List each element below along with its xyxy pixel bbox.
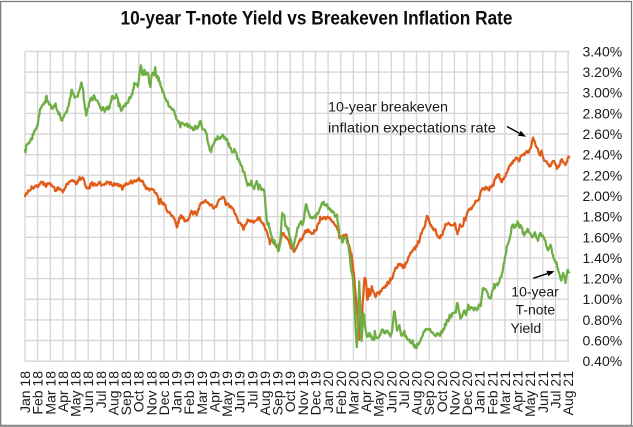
svg-text:Yield: Yield <box>511 320 542 336</box>
svg-text:Apr 20: Apr 20 <box>358 371 374 412</box>
svg-text:Apr 19: Apr 19 <box>207 371 223 412</box>
svg-text:Jan 21: Jan 21 <box>472 371 488 413</box>
svg-text:Feb 19: Feb 19 <box>181 371 197 415</box>
svg-text:Jun 18: Jun 18 <box>80 371 96 413</box>
svg-text:T-note: T-note <box>516 302 556 318</box>
svg-text:2.40%: 2.40% <box>583 147 623 163</box>
svg-text:Oct 18: Oct 18 <box>131 371 147 412</box>
svg-text:Jul 19: Jul 19 <box>244 371 260 409</box>
svg-text:2.20%: 2.20% <box>583 167 623 183</box>
svg-text:May 21: May 21 <box>522 371 538 417</box>
svg-text:Mar 18: Mar 18 <box>42 371 58 415</box>
svg-text:Jul 20: Jul 20 <box>396 371 412 409</box>
svg-text:Nov 18: Nov 18 <box>143 371 159 416</box>
svg-text:Dec 19: Dec 19 <box>308 371 324 416</box>
svg-text:3.20%: 3.20% <box>583 64 623 80</box>
svg-text:0.60%: 0.60% <box>583 333 623 349</box>
svg-text:0.40%: 0.40% <box>583 353 623 369</box>
svg-text:Jun 21: Jun 21 <box>535 371 551 413</box>
svg-text:Aug 19: Aug 19 <box>257 371 273 416</box>
svg-text:Mar 19: Mar 19 <box>194 371 210 415</box>
svg-text:Oct 19: Oct 19 <box>282 371 298 412</box>
svg-text:1.00%: 1.00% <box>583 291 623 307</box>
svg-text:Dec 18: Dec 18 <box>156 371 172 416</box>
svg-text:Feb 20: Feb 20 <box>333 371 349 415</box>
svg-text:1.40%: 1.40% <box>583 250 623 266</box>
svg-text:Jun 19: Jun 19 <box>232 371 248 413</box>
svg-text:Sep 20: Sep 20 <box>421 371 437 416</box>
svg-text:2.60%: 2.60% <box>583 126 623 142</box>
svg-text:2.80%: 2.80% <box>583 105 623 121</box>
svg-text:May 20: May 20 <box>371 371 387 417</box>
svg-text:Oct 20: Oct 20 <box>434 371 450 412</box>
svg-text:10-year T-note Yield vs Breake: 10-year T-note Yield vs Breakeven Inflat… <box>121 9 513 30</box>
svg-text:Aug 18: Aug 18 <box>105 371 121 416</box>
svg-text:Nov 20: Nov 20 <box>446 371 462 416</box>
svg-text:May 18: May 18 <box>68 371 84 417</box>
svg-text:Apr 21: Apr 21 <box>510 371 526 412</box>
svg-text:Sep 19: Sep 19 <box>270 371 286 416</box>
svg-text:1.60%: 1.60% <box>583 229 623 245</box>
svg-text:Jan 18: Jan 18 <box>17 371 33 413</box>
svg-text:Mar 21: Mar 21 <box>497 371 513 415</box>
svg-text:Nov 19: Nov 19 <box>295 371 311 416</box>
svg-text:Jul 18: Jul 18 <box>93 371 109 409</box>
svg-text:inflation expectations rate: inflation expectations rate <box>328 120 496 136</box>
svg-text:1.20%: 1.20% <box>583 271 623 287</box>
svg-text:3.00%: 3.00% <box>583 85 623 101</box>
svg-text:Feb 21: Feb 21 <box>484 371 500 415</box>
svg-text:10-year breakeven: 10-year breakeven <box>328 99 448 115</box>
svg-text:Aug 21: Aug 21 <box>560 371 576 416</box>
svg-text:Sep 18: Sep 18 <box>118 371 134 416</box>
svg-text:3.40%: 3.40% <box>583 43 623 59</box>
svg-text:Jun 20: Jun 20 <box>383 371 399 413</box>
svg-text:Jan 20: Jan 20 <box>320 371 336 413</box>
svg-text:Mar 20: Mar 20 <box>345 371 361 415</box>
svg-text:May 19: May 19 <box>219 371 235 417</box>
svg-text:Apr 18: Apr 18 <box>55 371 71 412</box>
svg-text:0.80%: 0.80% <box>583 312 623 328</box>
svg-text:2.00%: 2.00% <box>583 188 623 204</box>
svg-text:Jan 19: Jan 19 <box>169 371 185 413</box>
svg-text:Aug 20: Aug 20 <box>409 371 425 416</box>
svg-text:Dec 20: Dec 20 <box>459 371 475 416</box>
svg-text:1.80%: 1.80% <box>583 209 623 225</box>
svg-text:Feb 18: Feb 18 <box>30 371 46 415</box>
svg-text:10-year: 10-year <box>511 284 559 300</box>
svg-text:Jul 21: Jul 21 <box>548 371 564 409</box>
